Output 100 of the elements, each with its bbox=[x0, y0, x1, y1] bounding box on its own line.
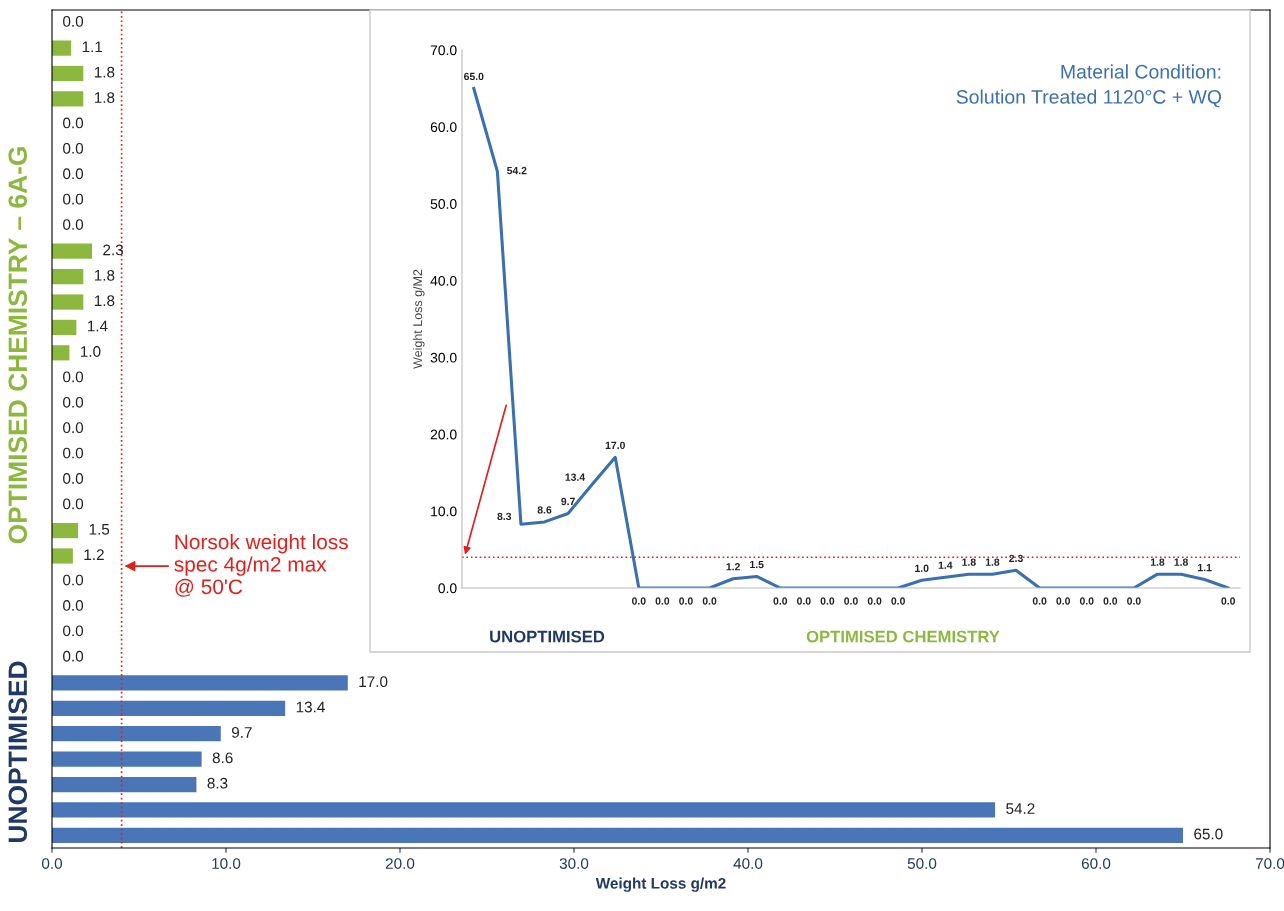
data-label: 0.0 bbox=[63, 422, 84, 434]
data-label: 1.1 bbox=[82, 41, 103, 53]
x-axis-title: Weight Loss g/m2 bbox=[595, 877, 726, 892]
data-label: 54.2 bbox=[506, 166, 527, 175]
data-label: 0.0 bbox=[867, 597, 882, 605]
data-label: 0.0 bbox=[63, 498, 84, 510]
x-tick-label: 60.0 bbox=[1081, 858, 1111, 869]
data-label: 8.3 bbox=[497, 512, 512, 521]
data-label: 13.4 bbox=[565, 473, 586, 481]
bar bbox=[52, 675, 348, 691]
data-label: 9.7 bbox=[561, 497, 575, 506]
data-label: 1.8 bbox=[962, 558, 976, 566]
data-label: 9.7 bbox=[231, 727, 252, 738]
data-label: 1.8 bbox=[1174, 558, 1188, 566]
data-label: 0.0 bbox=[679, 597, 693, 605]
data-label: 0.0 bbox=[63, 396, 84, 408]
x-tick-label: 40.0 bbox=[733, 858, 763, 869]
bar bbox=[52, 548, 73, 564]
bar bbox=[52, 522, 79, 539]
data-label: 0.0 bbox=[1032, 597, 1047, 605]
data-label: 1.8 bbox=[94, 295, 115, 307]
data-label: 0.0 bbox=[773, 597, 788, 605]
data-label: 1.5 bbox=[750, 560, 764, 569]
data-label: 1.8 bbox=[94, 92, 115, 103]
data-label: 1.1 bbox=[1198, 563, 1212, 572]
data-label: 0.0 bbox=[63, 15, 84, 27]
data-label: 0.0 bbox=[63, 371, 84, 383]
data-label: 0.0 bbox=[63, 625, 84, 637]
y-tick-label: 40.0 bbox=[430, 275, 457, 286]
data-label: 0.0 bbox=[63, 574, 84, 586]
data-label: 0.0 bbox=[63, 142, 84, 154]
data-label: 0.0 bbox=[63, 447, 84, 459]
data-label: 0.0 bbox=[702, 597, 717, 605]
text: OPTIMISED CHEMISTRY – 6A-G bbox=[8, 147, 28, 544]
y-tick-label: 60.0 bbox=[430, 122, 457, 133]
data-label: 0.0 bbox=[63, 117, 84, 129]
data-label: 0.0 bbox=[891, 597, 905, 605]
bar bbox=[52, 726, 221, 742]
data-label: 54.2 bbox=[1006, 803, 1035, 815]
data-label: 0.0 bbox=[631, 597, 646, 605]
x-tick-label: 0.0 bbox=[41, 858, 63, 869]
bar bbox=[52, 65, 84, 82]
data-label: 0.0 bbox=[797, 597, 811, 605]
data-label: 0.0 bbox=[63, 193, 84, 205]
data-label: 17.0 bbox=[605, 441, 625, 450]
data-label: 2.3 bbox=[103, 244, 124, 256]
bar bbox=[52, 91, 84, 107]
annotation: Material Condition: Solution Treated 1120°C + WQ bbox=[956, 64, 1222, 108]
x-tick-label: 30.0 bbox=[559, 858, 589, 869]
x-tick-label: 70.0 bbox=[1255, 858, 1284, 869]
data-label: 1.8 bbox=[94, 269, 115, 281]
data-label: 0.0 bbox=[1103, 597, 1118, 605]
x-tick-label: 50.0 bbox=[907, 858, 937, 869]
data-label: 17.0 bbox=[359, 676, 388, 688]
data-label: 0.0 bbox=[1221, 597, 1236, 605]
data-label: 1.0 bbox=[915, 564, 929, 572]
data-label: 0.0 bbox=[1127, 597, 1141, 605]
bar bbox=[52, 700, 286, 716]
data-label: 65.0 bbox=[464, 72, 484, 81]
data-label: 8.6 bbox=[537, 506, 552, 514]
y-tick-label: 50.0 bbox=[430, 199, 457, 209]
bar bbox=[52, 776, 197, 793]
bar bbox=[52, 802, 996, 818]
bar bbox=[52, 345, 70, 361]
data-label: 13.4 bbox=[296, 701, 325, 713]
bar bbox=[52, 269, 84, 285]
bar bbox=[52, 40, 72, 56]
data-label: 2.3 bbox=[1009, 554, 1023, 563]
data-label: 0.0 bbox=[1079, 597, 1094, 605]
y-tick-label: 10.0 bbox=[431, 506, 457, 517]
data-label: 0.0 bbox=[820, 597, 835, 605]
annotation: UNOPTIMISED bbox=[490, 630, 605, 643]
data-label: 0.0 bbox=[63, 473, 84, 484]
bar bbox=[52, 243, 93, 259]
data-label: 1.8 bbox=[985, 558, 1000, 566]
y-tick-label: 30.0 bbox=[430, 352, 457, 363]
data-label: 1.2 bbox=[84, 549, 104, 560]
data-label: 8.6 bbox=[212, 752, 233, 764]
data-label: 1.0 bbox=[81, 346, 101, 357]
data-label: 1.4 bbox=[87, 320, 108, 332]
data-label: 65.0 bbox=[1194, 828, 1223, 840]
line-series bbox=[472, 86, 1230, 588]
bar bbox=[52, 319, 77, 336]
ref-line-label: Norsok weight loss spec 4g/m2 max @ 50'C bbox=[174, 533, 348, 597]
annotation: OPTIMISED CHEMISTRY bbox=[806, 630, 1000, 643]
data-label: 0.0 bbox=[1056, 597, 1070, 605]
y-tick-label: 70.0 bbox=[430, 45, 457, 56]
data-label: 1.5 bbox=[89, 524, 110, 535]
y-tick-label: 20.0 bbox=[430, 429, 457, 440]
data-label: 0.0 bbox=[63, 600, 84, 611]
y-axis-title: Weight Loss g/M2 bbox=[412, 269, 425, 369]
bar bbox=[52, 751, 202, 767]
text: UNOPTIMISED bbox=[8, 661, 28, 843]
data-label: 0.0 bbox=[655, 597, 670, 605]
y-tick-label: 0.0 bbox=[438, 583, 457, 594]
data-label: 0.0 bbox=[63, 219, 84, 230]
data-label: 1.8 bbox=[1150, 558, 1165, 566]
data-label: 1.8 bbox=[94, 66, 115, 78]
bar bbox=[52, 827, 1183, 843]
data-label: 0.0 bbox=[63, 650, 84, 662]
